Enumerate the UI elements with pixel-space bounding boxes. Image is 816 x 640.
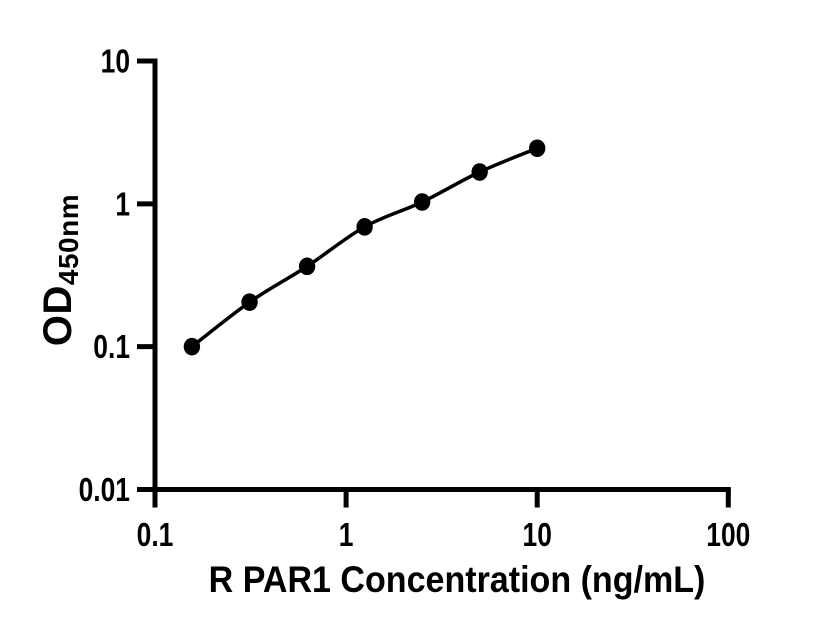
- data-point-marker: [471, 163, 488, 181]
- x-tick-label: 10: [523, 517, 552, 553]
- y-axis-title-main: OD: [36, 285, 80, 346]
- data-point-marker: [183, 337, 201, 356]
- data-point-marker: [529, 139, 546, 158]
- x-tick-label: 0.1: [137, 517, 174, 553]
- data-point-marker: [298, 257, 316, 276]
- y-tick-label: 1: [115, 187, 130, 223]
- y-tick-label: 0.1: [93, 329, 130, 365]
- data-point-marker: [413, 193, 431, 211]
- data-point-marker: [241, 293, 258, 311]
- x-tick-label: 100: [706, 517, 750, 553]
- data-series: [183, 139, 546, 356]
- x-tick-label: 1: [339, 517, 354, 553]
- data-point-marker: [356, 218, 373, 236]
- y-axis-title-subscript: 450nm: [53, 194, 84, 285]
- axis-spines: [152, 58, 731, 492]
- y-tick-label: 0.01: [79, 472, 130, 508]
- x-axis-title: R PAR1 Concentration (ng/mL): [209, 559, 706, 601]
- tick-marks: [137, 58, 731, 508]
- y-tick-label: 10: [101, 44, 130, 80]
- axes: [152, 58, 731, 492]
- y-axis-title: OD450nm: [36, 194, 84, 346]
